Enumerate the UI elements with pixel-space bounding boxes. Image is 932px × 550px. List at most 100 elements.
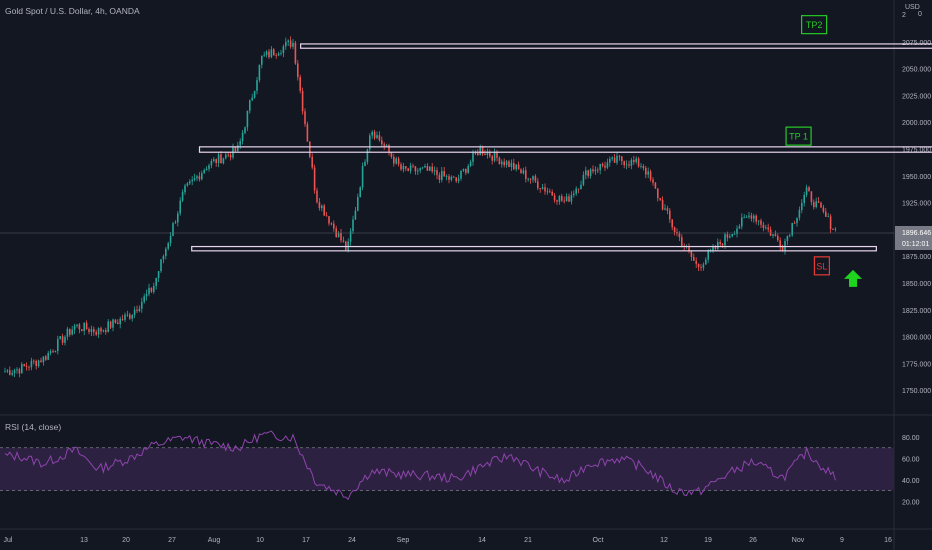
candle-body <box>539 188 541 190</box>
candle-body <box>700 266 702 268</box>
candle-body <box>508 161 510 168</box>
price-tick-label: 2 <box>902 12 906 19</box>
candle-body <box>121 318 124 320</box>
candle-body <box>738 226 741 229</box>
candle-body <box>791 223 793 236</box>
tp-label: TP 1 <box>789 132 808 142</box>
candle-body <box>282 46 285 54</box>
candle-body <box>611 157 613 159</box>
candle-body <box>609 158 611 163</box>
candle-body <box>481 147 484 155</box>
candle-body <box>213 159 215 161</box>
candle-body <box>666 208 669 211</box>
candle-body <box>505 161 508 166</box>
time-tick-label: Oct <box>593 537 604 544</box>
price-zone[interactable] <box>198 146 932 153</box>
candle-body <box>798 209 801 218</box>
candle-body <box>78 324 81 330</box>
candle-body <box>777 235 779 241</box>
candle-body <box>462 168 465 171</box>
price-tick-label: 1750.000 <box>902 388 931 395</box>
time-tick-label: 14 <box>478 537 486 544</box>
candle-body <box>330 223 333 225</box>
candle-body <box>253 90 256 98</box>
candle-body <box>409 165 412 171</box>
candle-body <box>66 328 69 337</box>
candle-body <box>124 314 126 320</box>
candle-body <box>649 171 652 180</box>
candle-body <box>172 223 174 237</box>
candle-body <box>119 318 121 325</box>
candle-body <box>765 227 767 229</box>
candle-body <box>630 160 633 166</box>
candle-body <box>285 41 287 47</box>
candle-body <box>570 195 573 202</box>
candle-body <box>745 216 748 218</box>
sl-label-box[interactable] <box>813 256 831 276</box>
candle-body <box>225 154 227 159</box>
price-badge <box>895 225 932 250</box>
candle-body <box>117 322 119 325</box>
candle-body <box>205 168 208 171</box>
candle-body <box>81 329 83 331</box>
candle-body <box>726 234 729 238</box>
candle-body <box>697 263 700 267</box>
candle-body <box>21 364 23 374</box>
candle-body <box>129 314 131 319</box>
candle-body <box>441 171 443 180</box>
candle-body <box>289 40 292 47</box>
candle-body <box>258 64 261 81</box>
candle-body <box>690 250 693 257</box>
candle-body <box>385 145 388 146</box>
candle-body <box>354 210 357 220</box>
candle-body <box>184 185 186 193</box>
candle-body <box>304 111 306 125</box>
rsi-line <box>4 430 836 501</box>
candle-body <box>198 176 201 180</box>
candle-body <box>621 156 623 162</box>
time-tick-label: 13 <box>80 537 88 544</box>
candle-body <box>527 178 529 180</box>
candle-body <box>25 366 28 367</box>
candle-body <box>645 167 647 175</box>
candle-body <box>342 240 345 242</box>
candle-body <box>813 202 815 208</box>
candle-body <box>419 168 421 171</box>
price-zone[interactable] <box>300 43 932 49</box>
candle-body <box>347 241 349 250</box>
candle-body <box>546 191 549 193</box>
candle-body <box>760 220 762 225</box>
rsi-title: RSI (14, close) <box>5 422 62 432</box>
candle-body <box>474 152 477 154</box>
candle-body <box>825 211 827 217</box>
rsi-axis: 80.00 60.00 40.00 20.00 <box>902 435 920 506</box>
tp-label-box[interactable] <box>801 15 828 35</box>
candle-body <box>719 241 721 245</box>
candle-body <box>366 149 369 162</box>
candle-body <box>585 170 587 176</box>
candle-body <box>573 193 575 196</box>
candle-body <box>433 170 436 172</box>
candle-body <box>112 319 114 328</box>
candle-body <box>460 170 462 179</box>
candle-body <box>280 53 282 54</box>
time-tick-label: 27 <box>168 537 176 544</box>
candle-body <box>373 131 376 139</box>
candle-body <box>575 188 577 194</box>
price-zone[interactable] <box>191 245 877 252</box>
candle-body <box>477 153 479 156</box>
candle-body <box>189 181 191 184</box>
candle-body <box>642 166 645 168</box>
price-tick-label: 2000.000 <box>902 120 931 127</box>
candle-body <box>469 161 472 167</box>
candle-body <box>155 277 157 286</box>
tp-label-box[interactable] <box>785 126 812 146</box>
candle-body <box>292 42 294 47</box>
candle-body <box>162 256 165 260</box>
candle-body <box>455 177 457 182</box>
candle-body <box>323 205 325 216</box>
candle-body <box>114 319 117 323</box>
candle-body <box>618 155 621 157</box>
candle-body <box>592 169 594 172</box>
